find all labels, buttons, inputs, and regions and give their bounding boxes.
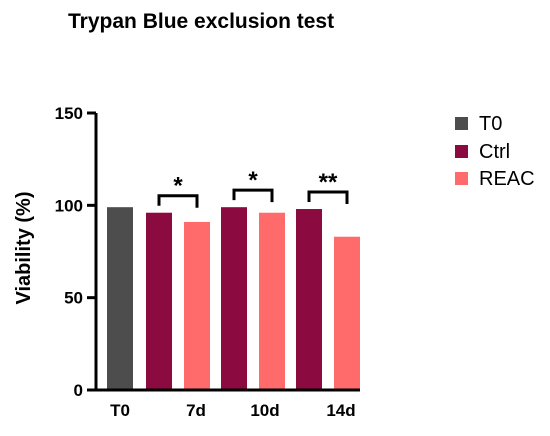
significance-bracket <box>157 194 199 208</box>
y-tick-label: 150 <box>55 104 83 123</box>
significance-bracket <box>307 190 349 205</box>
x-tick-label: 7d <box>186 401 206 420</box>
significance-bracket <box>232 188 274 203</box>
significance-label: * <box>248 167 258 194</box>
legend-label-t0: T0 <box>479 113 502 135</box>
bar-reac-10d <box>259 212 285 390</box>
legend-label-ctrl: Ctrl <box>479 141 510 163</box>
x-tick-label: 10d <box>250 401 279 420</box>
significance-label: ** <box>319 169 338 196</box>
y-tick-label: 50 <box>64 289 83 308</box>
legend-label-reac: REAC <box>479 168 535 190</box>
bar-reac-14d <box>334 236 360 390</box>
significance-label: * <box>173 173 183 200</box>
x-tick-label: 14d <box>326 401 355 420</box>
legend-swatch-reac <box>455 172 468 185</box>
bar-ctrl-7d <box>146 212 172 390</box>
legend-swatch-ctrl <box>455 145 468 158</box>
x-tick-label: T0 <box>110 401 130 420</box>
chart-title: Trypan Blue exclusion test <box>68 10 334 33</box>
bar-ctrl-10d <box>221 207 247 390</box>
y-tick-label: 0 <box>74 381 83 400</box>
y-tick-label: 100 <box>55 196 83 215</box>
bar-reac-7d <box>184 221 210 390</box>
legend: T0 Ctrl REAC <box>455 113 535 190</box>
bar-t0-t0 <box>107 207 133 390</box>
bar-ctrl-14d <box>296 209 322 390</box>
legend-swatch-t0 <box>455 117 468 130</box>
y-axis-label: Viability (%) <box>13 192 35 305</box>
